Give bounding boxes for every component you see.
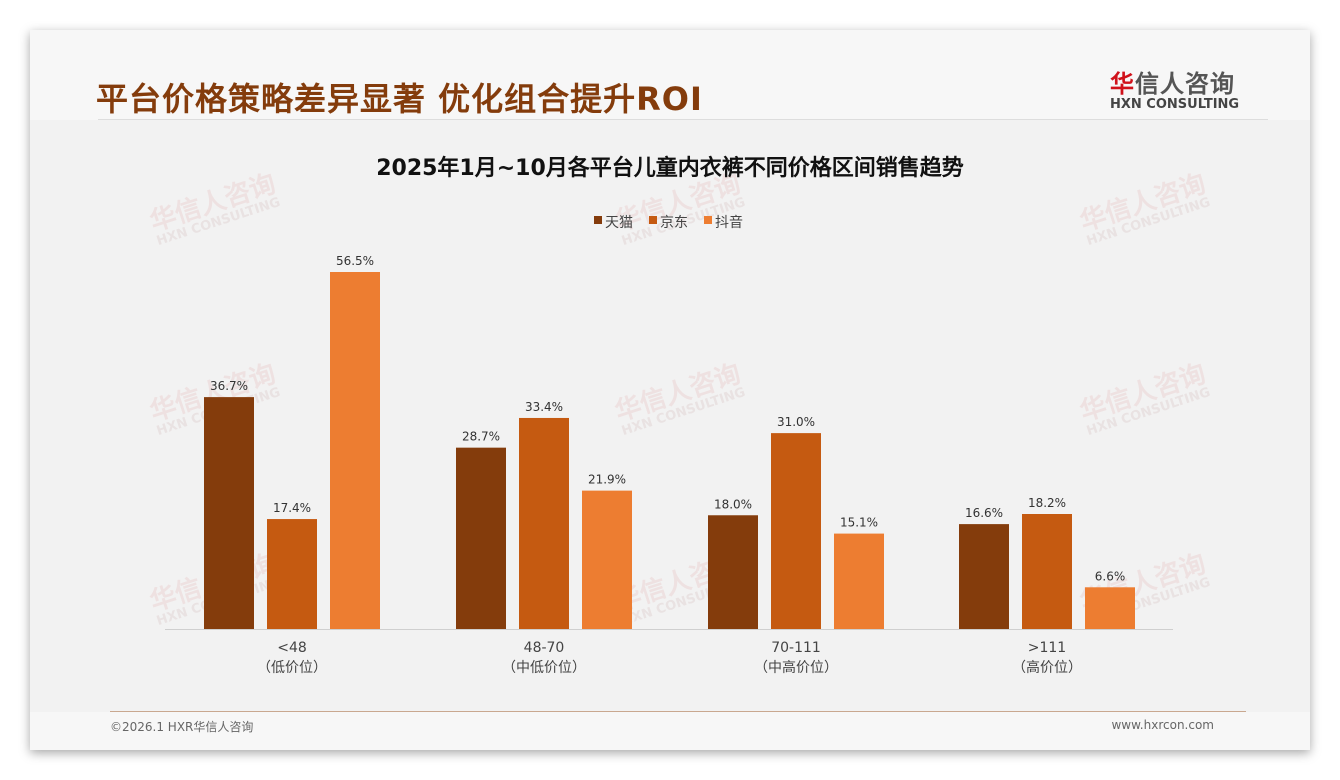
logo-cn-rest: 信人咨询: [1135, 70, 1235, 98]
header-divider: [98, 119, 1268, 120]
bar-抖音: [582, 490, 632, 629]
x-tick-label: <48: [277, 640, 307, 656]
data-label: 17.4%: [273, 501, 311, 515]
x-tick-sublabel: （中高价位）: [754, 659, 838, 676]
x-tick-sublabel: （高价位）: [1012, 659, 1082, 676]
bar-京东: [1022, 514, 1072, 629]
page-title: 平台价格策略差异显著 优化组合提升ROI: [96, 80, 703, 118]
data-label: 56.5%: [336, 254, 374, 268]
data-label: 28.7%: [462, 430, 500, 444]
footer-website[interactable]: www.hxrcon.com: [1111, 718, 1214, 732]
data-label: 21.9%: [588, 473, 626, 487]
data-label: 18.0%: [714, 497, 752, 511]
bar-京东: [771, 433, 821, 629]
legend-swatch: [594, 216, 602, 224]
data-label: 6.6%: [1095, 569, 1126, 583]
bar-抖音: [834, 533, 884, 629]
legend-swatch: [704, 216, 712, 224]
footer-divider: [110, 711, 1246, 712]
data-label: 36.7%: [210, 379, 248, 393]
x-tick-label: 48-70: [524, 640, 565, 656]
footer-copyright: ©2026.1 HXR华信人咨询: [110, 720, 254, 734]
bar-抖音: [330, 272, 380, 629]
chart-title: 2025年1月~10月各平台儿童内衣裤不同价格区间销售趋势: [376, 155, 964, 181]
bar-天猫: [959, 524, 1009, 629]
data-label: 18.2%: [1028, 496, 1066, 510]
legend-label: 天猫: [605, 215, 633, 231]
x-tick-sublabel: （低价位）: [257, 660, 327, 676]
x-tick-label: >111: [1028, 640, 1066, 656]
data-label: 16.6%: [965, 506, 1003, 520]
x-tick-label: 70-111: [771, 640, 821, 656]
header-band: [30, 30, 1310, 120]
logo-cn-first: 华: [1110, 70, 1135, 98]
legend-label: 京东: [660, 215, 688, 231]
bar-天猫: [708, 515, 758, 629]
data-label: 33.4%: [525, 400, 563, 414]
bar-京东: [267, 519, 317, 629]
bar-抖音: [1085, 587, 1135, 629]
data-label: 15.1%: [840, 516, 878, 530]
logo-en: HXN CONSULTING: [1110, 97, 1240, 112]
bar-天猫: [204, 397, 254, 629]
bar-京东: [519, 417, 569, 629]
legend-swatch: [649, 216, 657, 224]
footer-band: [30, 712, 1310, 750]
legend-label: 抖音: [715, 214, 743, 231]
x-tick-sublabel: （中低价位）: [502, 660, 586, 676]
data-label: 31.0%: [777, 415, 815, 429]
bar-天猫: [456, 447, 506, 629]
logo: 华信人咨询 HXN CONSULTING: [1110, 64, 1239, 112]
